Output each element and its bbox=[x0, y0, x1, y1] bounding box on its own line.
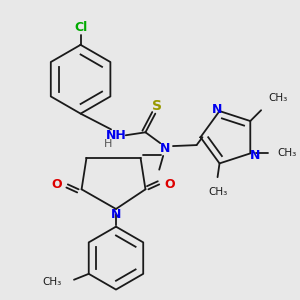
Text: CH₃: CH₃ bbox=[278, 148, 297, 158]
Text: NH: NH bbox=[106, 129, 126, 142]
Text: N: N bbox=[212, 103, 222, 116]
Text: CH₃: CH₃ bbox=[42, 277, 61, 287]
Text: N: N bbox=[111, 208, 121, 221]
Text: H: H bbox=[104, 139, 112, 149]
Text: O: O bbox=[52, 178, 62, 191]
Text: S: S bbox=[152, 99, 162, 113]
Text: CH₃: CH₃ bbox=[208, 187, 227, 197]
Text: O: O bbox=[165, 178, 175, 191]
Text: N: N bbox=[160, 142, 170, 154]
Text: Cl: Cl bbox=[74, 21, 87, 34]
Text: CH₃: CH₃ bbox=[268, 93, 287, 103]
Text: N: N bbox=[250, 149, 260, 162]
